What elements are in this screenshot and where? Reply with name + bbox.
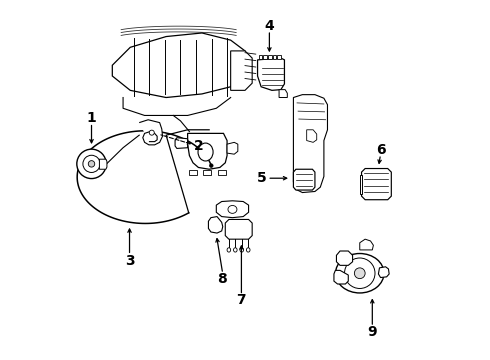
- Bar: [189, 170, 197, 175]
- Bar: [272, 55, 276, 59]
- Polygon shape: [337, 251, 353, 265]
- Ellipse shape: [149, 130, 154, 135]
- Polygon shape: [378, 267, 389, 278]
- Ellipse shape: [344, 258, 375, 288]
- Polygon shape: [175, 138, 188, 148]
- Ellipse shape: [83, 155, 100, 172]
- Text: 7: 7: [237, 293, 246, 307]
- Polygon shape: [216, 201, 248, 218]
- Polygon shape: [99, 159, 107, 169]
- Ellipse shape: [336, 253, 384, 293]
- Polygon shape: [188, 134, 227, 169]
- Ellipse shape: [227, 248, 231, 252]
- Text: 2: 2: [194, 139, 204, 153]
- Text: 5: 5: [257, 171, 267, 185]
- Ellipse shape: [210, 164, 213, 167]
- Ellipse shape: [246, 248, 250, 252]
- Polygon shape: [112, 33, 245, 98]
- Ellipse shape: [88, 161, 95, 167]
- Text: 9: 9: [368, 325, 377, 339]
- Polygon shape: [362, 168, 392, 200]
- Polygon shape: [231, 51, 252, 90]
- Text: 6: 6: [376, 143, 385, 157]
- Polygon shape: [227, 142, 238, 154]
- Polygon shape: [294, 95, 327, 193]
- Bar: [268, 55, 271, 59]
- Ellipse shape: [234, 248, 237, 252]
- Ellipse shape: [228, 206, 237, 213]
- Polygon shape: [225, 220, 252, 239]
- Bar: [218, 170, 225, 175]
- Ellipse shape: [354, 268, 365, 279]
- Polygon shape: [307, 130, 317, 142]
- Bar: [203, 170, 211, 175]
- Polygon shape: [294, 169, 315, 190]
- Ellipse shape: [198, 143, 213, 161]
- Polygon shape: [334, 270, 348, 284]
- Text: 8: 8: [217, 271, 226, 285]
- Bar: [259, 55, 262, 59]
- Text: 4: 4: [265, 19, 274, 33]
- Text: 1: 1: [87, 111, 97, 125]
- Polygon shape: [258, 58, 285, 90]
- Bar: [277, 55, 281, 59]
- Bar: [263, 55, 267, 59]
- Polygon shape: [208, 217, 223, 233]
- Text: 3: 3: [125, 254, 134, 268]
- Polygon shape: [139, 120, 163, 145]
- Polygon shape: [279, 90, 287, 98]
- Polygon shape: [360, 239, 373, 250]
- Ellipse shape: [77, 149, 106, 179]
- Ellipse shape: [300, 185, 303, 188]
- Polygon shape: [360, 175, 362, 194]
- Ellipse shape: [240, 248, 244, 252]
- Ellipse shape: [300, 178, 303, 182]
